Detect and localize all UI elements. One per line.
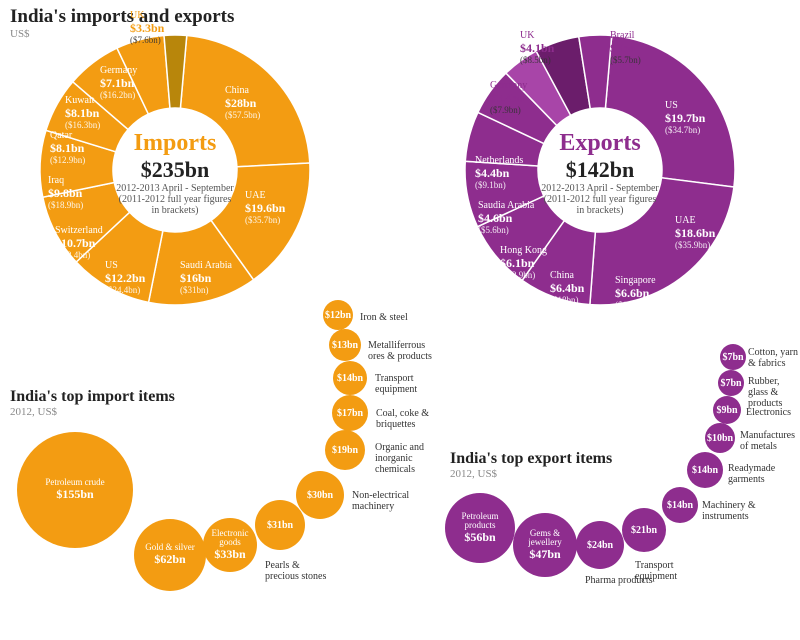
slice-label: Germany$3.4bn($7.9bn) bbox=[490, 80, 527, 116]
exports-period: 2012-2013 April - September bbox=[540, 183, 660, 194]
bubble: $14bn bbox=[662, 487, 698, 523]
bubble-label: Readymade garments bbox=[728, 463, 798, 485]
import-items-title: India's top import items bbox=[10, 388, 175, 406]
bubble-label: Transport equipment bbox=[375, 373, 445, 395]
export-items-title: India's top export items bbox=[450, 450, 612, 468]
slice-label: Qatar$8.1bn($12.9bn) bbox=[50, 130, 85, 166]
slice-label: US$12.2bn($24.4bn) bbox=[105, 260, 145, 296]
bubble: $19bn bbox=[325, 430, 365, 470]
bubble-label: Rubber, glass & products bbox=[748, 376, 800, 409]
slice-label: Switzerland$10.7bn($32.4bn) bbox=[55, 225, 103, 261]
slice-label: UK$4.1bn($8.5bn) bbox=[520, 30, 554, 66]
bubble: $31bn bbox=[255, 500, 305, 550]
exports-label: Exports bbox=[540, 130, 660, 157]
bubble: $12bn bbox=[323, 300, 353, 330]
bubble-label: Manufactures of metals bbox=[740, 430, 800, 452]
slice-label: Saudia Arabia$4.6bn($5.6bn) bbox=[478, 200, 534, 236]
imports-note: (2011-2012 full year figures in brackets… bbox=[115, 194, 235, 216]
bubble: $9bn bbox=[713, 396, 741, 424]
bubble-label: Pearls & precious stones bbox=[265, 560, 335, 582]
slice-label: UK$3.3bn($7.6bn) bbox=[130, 10, 164, 46]
bubble: $14bn bbox=[333, 361, 367, 395]
bubble: $17bn bbox=[332, 395, 368, 431]
imports-amount: $235bn bbox=[115, 157, 235, 183]
imports-label: Imports bbox=[115, 130, 235, 157]
slice-label: China$6.4bn($18bn) bbox=[550, 270, 584, 306]
bubble: $7bn bbox=[718, 370, 744, 396]
slice-label: Netherlands$4.4bn($9.1bn) bbox=[475, 155, 523, 191]
bubble: Gems & jewellery$47bn bbox=[513, 513, 577, 577]
imports-period: 2012-2013 April - September bbox=[115, 183, 235, 194]
slice-label: Saudi Arabia$16bn($31bn) bbox=[180, 260, 232, 296]
import-items-subtitle: 2012, US$ bbox=[10, 406, 57, 418]
bubble: $24bn bbox=[576, 521, 624, 569]
bubble-label: Non-electrical machinery bbox=[352, 490, 422, 512]
bubble: Petroleum products$56bn bbox=[445, 493, 515, 563]
slice-label: China$28bn($57.5bn) bbox=[225, 85, 260, 121]
bubble-label: Metalliferrous ores & products bbox=[368, 340, 438, 362]
bubble: $13bn bbox=[329, 329, 361, 361]
bubble: Gold & silver$62bn bbox=[134, 519, 206, 591]
bubble: $10bn bbox=[705, 423, 735, 453]
bubble-label: Machinery & instruments bbox=[702, 500, 772, 522]
exports-center: Exports $142bn 2012-2013 April - Septemb… bbox=[540, 130, 660, 216]
exports-amount: $142bn bbox=[540, 157, 660, 183]
bubble: $21bn bbox=[622, 508, 666, 552]
bubble-label: Cotton, yarn & fabrics bbox=[748, 347, 800, 369]
slice-label: UAE$18.6bn($35.9bn) bbox=[675, 215, 715, 251]
bubble: $7bn bbox=[720, 344, 746, 370]
bubble-label: Organic and inorganic chemicals bbox=[375, 442, 445, 475]
slice-label: Kuwait$8.1bn($16.3bn) bbox=[65, 95, 100, 131]
slice-label: US$19.7bn($34.7bn) bbox=[665, 100, 705, 136]
slice-label: Germany$7.1bn($16.2bn) bbox=[100, 65, 137, 101]
slice-label: Iraq$9.8bn($18.9bn) bbox=[48, 175, 83, 211]
slice-label: Hong Kong$6.1bn($12.9bn) bbox=[500, 245, 547, 281]
slice-label: UAE$19.6bn($35.7bn) bbox=[245, 190, 285, 226]
slice-label: Singapore$6.6bn($16.8bn) bbox=[615, 275, 656, 311]
bubble: Electronic goods$33bn bbox=[203, 518, 257, 572]
bubble-label: Iron & steel bbox=[360, 312, 408, 323]
bubble: Petroleum crude$155bn bbox=[17, 432, 133, 548]
bubble-label: Coal, coke & briquettes bbox=[376, 408, 446, 430]
bubble: $14bn bbox=[687, 452, 723, 488]
bubble-label: Transport equipment bbox=[635, 560, 705, 582]
exports-note: (2011-2012 full year figures in brackets… bbox=[540, 194, 660, 216]
export-items-subtitle: 2012, US$ bbox=[450, 468, 497, 480]
imports-center: Imports $235bn 2012-2013 April - Septemb… bbox=[115, 130, 235, 216]
bubble: $30bn bbox=[296, 471, 344, 519]
slice-label: Brazil$3bn($5.7bn) bbox=[610, 30, 641, 66]
